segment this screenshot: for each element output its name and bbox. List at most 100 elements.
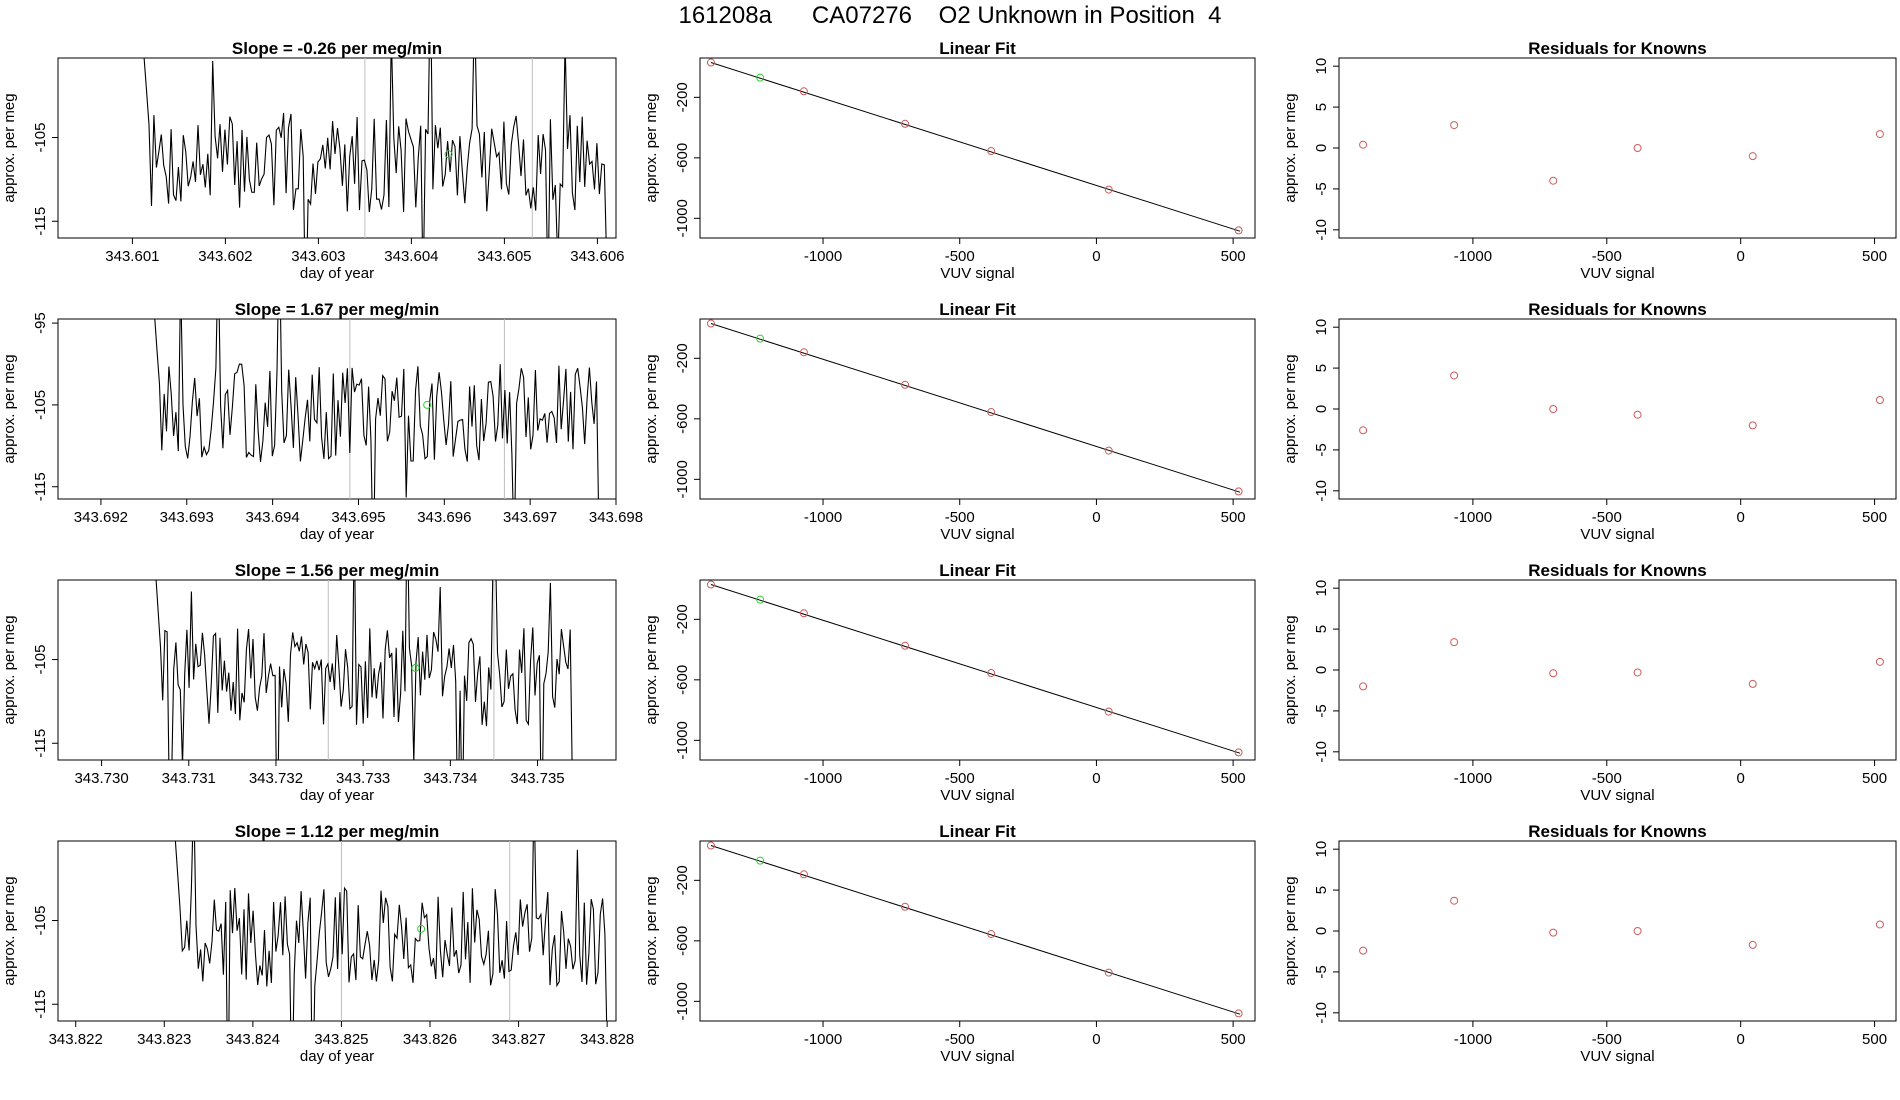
plot-frame: [57, 579, 617, 761]
unknown-point: [756, 73, 765, 82]
y-tick-label: -5: [1313, 443, 1330, 456]
x-tick-label: 343.827: [491, 1031, 545, 1048]
x-axis-label: day of year: [300, 265, 374, 282]
unknown-point: [756, 334, 765, 343]
known-point: [1234, 226, 1243, 235]
panel-title: Linear Fit: [939, 39, 1016, 58]
plot-frame: [1338, 318, 1897, 500]
x-tick-label: 343.730: [74, 770, 128, 787]
plot-frame: [699, 57, 1256, 239]
panel-title: Residuals for Knowns: [1528, 300, 1707, 319]
y-tick-label: -200: [674, 343, 691, 373]
panel-title: Linear Fit: [939, 561, 1016, 580]
y-tick-label: -10: [1313, 741, 1330, 763]
residual-point: [1359, 426, 1368, 435]
y-tick-label: 10: [1313, 580, 1330, 597]
residual-point: [1359, 140, 1368, 149]
y-axis-label: approx. per meg: [643, 354, 660, 463]
x-tick-label: 0: [1092, 248, 1100, 265]
y-axis-label: approx. per meg: [643, 615, 660, 724]
plot-frame: [57, 318, 617, 500]
x-tick-label: -1000: [804, 770, 842, 787]
residual-point: [1450, 121, 1459, 130]
x-tick-label: 500: [1862, 1031, 1887, 1048]
residual-point: [1748, 679, 1757, 688]
x-axis-label: VUV signal: [1580, 1048, 1654, 1065]
residual-point: [1875, 657, 1884, 666]
y-tick-label: 0: [1313, 666, 1330, 674]
x-tick-label: 0: [1737, 509, 1745, 526]
x-tick-label: 343.696: [417, 509, 471, 526]
x-tick-label: -500: [1592, 248, 1622, 265]
residual-point: [1450, 638, 1459, 647]
x-axis-label: day of year: [300, 787, 374, 804]
known-point: [706, 841, 715, 850]
x-tick-label: 0: [1092, 1031, 1100, 1048]
x-tick-label: -500: [945, 770, 975, 787]
y-tick-label: -105: [32, 123, 49, 153]
y-tick-label: -600: [674, 404, 691, 434]
plot-frame: [1338, 840, 1897, 1022]
x-tick-label: 343.823: [137, 1031, 191, 1048]
panel-title: Residuals for Knowns: [1528, 822, 1707, 841]
known-point: [1234, 487, 1243, 496]
y-tick-label: -200: [674, 82, 691, 112]
panel-title: Slope = 1.67 per meg/min: [235, 300, 440, 319]
fit-line: [710, 62, 1241, 232]
x-axis-label: VUV signal: [940, 526, 1014, 543]
known-point: [799, 348, 808, 357]
y-axis-label: approx. per meg: [1, 876, 18, 985]
plot-frame: [1338, 57, 1897, 239]
unknown-point: [417, 924, 426, 933]
y-tick-label: -1000: [674, 982, 691, 1020]
x-tick-label: -500: [945, 1031, 975, 1048]
y-tick-label: 0: [1313, 405, 1330, 413]
unknown-point: [423, 400, 432, 409]
y-tick-label: -600: [674, 926, 691, 956]
y-axis-label: approx. per meg: [1, 93, 18, 202]
x-tick-label: -1000: [1454, 770, 1492, 787]
residual-point: [1875, 396, 1884, 404]
residual-point: [1633, 410, 1642, 419]
known-point: [706, 580, 715, 589]
x-tick-label: 343.824: [226, 1031, 280, 1048]
y-axis-label: approx. per meg: [1282, 615, 1299, 724]
x-axis-label: day of year: [300, 1048, 374, 1065]
known-point: [1104, 707, 1113, 716]
y-tick-label: 5: [1313, 364, 1330, 372]
y-axis-label: approx. per meg: [643, 93, 660, 202]
x-tick-label: 343.825: [314, 1031, 368, 1048]
known-point: [987, 930, 996, 939]
known-point: [1104, 185, 1113, 194]
residual-point: [1748, 940, 1757, 949]
y-tick-label: -5: [1313, 965, 1330, 978]
x-tick-label: 343.692: [74, 509, 128, 526]
x-tick-label: 0: [1737, 1031, 1745, 1048]
x-tick-label: 343.733: [336, 770, 390, 787]
y-tick-label: -105: [32, 390, 49, 420]
signal-trace-line: [143, 58, 607, 238]
residual-point: [1748, 421, 1757, 430]
x-tick-label: 500: [1862, 770, 1887, 787]
plot-frame: [57, 57, 617, 239]
y-tick-label: 5: [1313, 625, 1330, 633]
known-point: [901, 641, 910, 650]
residual-point: [1549, 405, 1558, 413]
known-point: [799, 609, 808, 618]
known-point: [799, 87, 808, 96]
known-point: [987, 669, 996, 678]
x-tick-label: 343.604: [384, 248, 438, 265]
y-axis-label: approx. per meg: [1282, 876, 1299, 985]
x-tick-label: 343.822: [49, 1031, 103, 1048]
x-axis-label: VUV signal: [940, 787, 1014, 804]
y-tick-label: -10: [1313, 1002, 1330, 1024]
y-tick-label: 5: [1313, 103, 1330, 111]
panel-title: Slope = 1.12 per meg/min: [235, 822, 440, 841]
known-point: [901, 119, 910, 128]
known-point: [1104, 446, 1113, 455]
y-tick-label: 10: [1313, 841, 1330, 858]
y-tick-label: -10: [1313, 219, 1330, 241]
residual-point: [1633, 144, 1642, 152]
x-tick-label: 0: [1092, 509, 1100, 526]
y-tick-label: -95: [32, 312, 49, 334]
